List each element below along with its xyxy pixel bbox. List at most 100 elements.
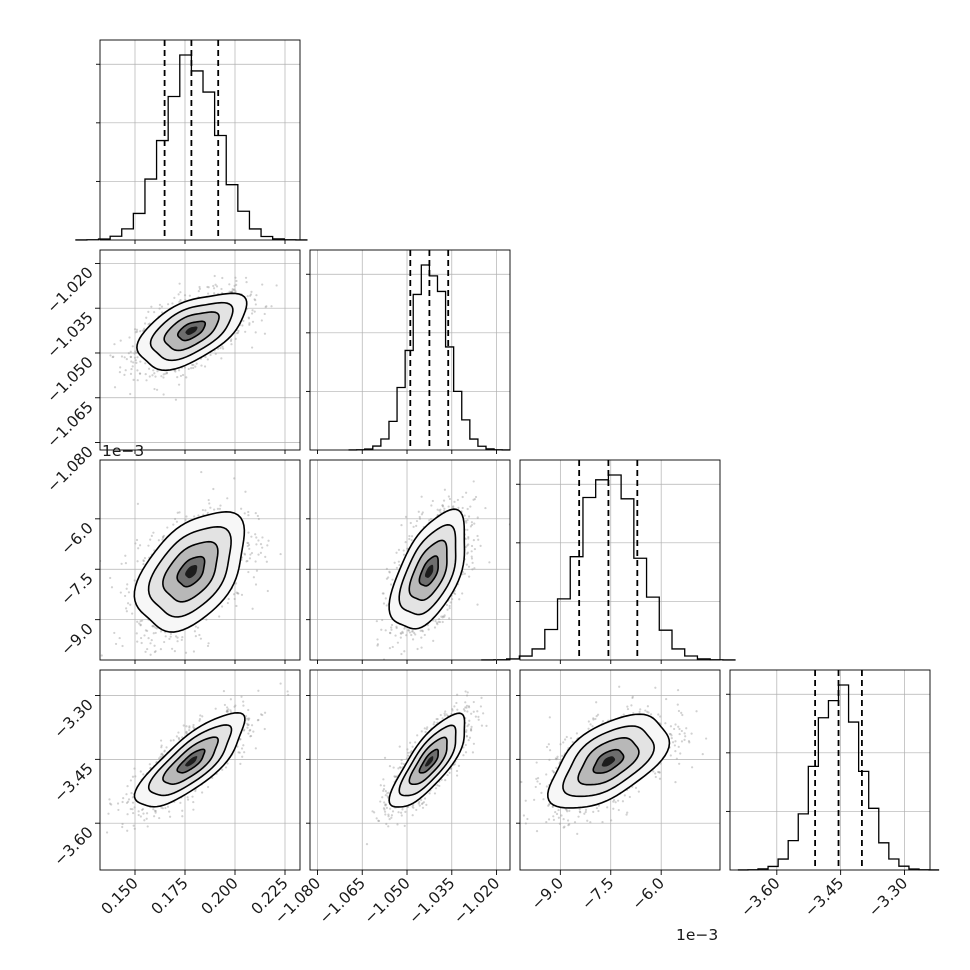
scatter-point: [158, 307, 161, 310]
scatter-point: [465, 521, 468, 524]
scatter-point: [188, 726, 191, 729]
scatter-point: [186, 796, 189, 799]
scatter-point: [219, 346, 222, 350]
scatter-point: [411, 629, 414, 633]
scatter-point: [465, 704, 469, 707]
scatter-point: [164, 806, 167, 810]
scatter-point: [182, 724, 185, 727]
scatter-point: [139, 624, 142, 627]
scatter-point: [441, 615, 445, 618]
scatter-point: [227, 597, 230, 601]
scatter-point: [126, 583, 129, 586]
scatter-point: [437, 620, 440, 623]
scatter-point: [232, 288, 235, 292]
scatter-point: [384, 629, 387, 632]
scatter-point: [249, 293, 253, 296]
scatter-point: [421, 511, 424, 514]
scatter-point: [246, 541, 249, 544]
scatter-point: [540, 791, 543, 794]
scatter-point: [412, 525, 415, 528]
scatter-point: [654, 775, 657, 779]
scatter-point: [175, 735, 178, 738]
scatter-point: [174, 635, 178, 638]
scatter-point: [474, 715, 477, 718]
scatter-point: [554, 811, 557, 814]
density-fill: [424, 756, 434, 767]
scatter-point: [388, 818, 391, 821]
scatter-point: [213, 292, 216, 295]
scatter-point: [121, 644, 124, 648]
scatter-point: [392, 766, 395, 769]
scatter-point: [234, 582, 238, 585]
scatter-point: [535, 761, 538, 764]
scatter-point: [560, 814, 563, 817]
scatter-point: [139, 770, 142, 773]
x-tick-label: −6.0: [629, 874, 668, 913]
scatter-point: [144, 372, 147, 376]
scatter-point: [218, 615, 221, 618]
scatter-point: [124, 562, 128, 565]
scatter-point: [161, 535, 165, 539]
scatter-point: [243, 512, 246, 515]
scatter-point: [377, 819, 381, 823]
scatter-point: [130, 360, 133, 363]
scatter-point: [113, 343, 116, 346]
scatter-point: [545, 785, 548, 788]
scatter-point: [254, 533, 257, 536]
scatter-point: [190, 367, 193, 370]
scatter-point: [402, 549, 405, 552]
scatter-point: [451, 709, 454, 712]
scatter-point: [688, 741, 691, 744]
scatter-frame: [309, 669, 511, 871]
scatter-point: [179, 801, 182, 804]
scatter-point: [388, 647, 392, 650]
scatter-point: [243, 553, 247, 556]
scatter-point: [439, 508, 442, 511]
scatter-point: [664, 722, 667, 725]
scatter-point: [385, 567, 388, 570]
scatter-point: [382, 789, 385, 792]
scatter-point: [470, 555, 473, 558]
scatter-point: [161, 538, 164, 541]
scatter-point: [415, 808, 418, 812]
scatter-point: [121, 800, 124, 804]
scatter-point: [379, 800, 382, 803]
scatter-point: [150, 639, 153, 642]
scatter-point: [127, 798, 131, 801]
scatter-point: [691, 766, 694, 769]
scatter-point: [127, 591, 131, 594]
y-tick-label: −9.0: [57, 620, 96, 659]
scatter-point: [466, 551, 470, 554]
scatter-point: [470, 725, 473, 728]
scatter-point: [157, 539, 160, 542]
scatter-point: [452, 591, 456, 595]
scatter-point: [384, 794, 387, 797]
scatter-point: [133, 767, 136, 770]
contour-line: [176, 320, 207, 342]
x-tick-label: 0.150: [98, 874, 142, 918]
scatter-point: [173, 650, 176, 653]
scatter-point: [402, 553, 406, 556]
contour-line: [418, 748, 439, 774]
scatter-point: [685, 727, 688, 730]
scatter-point: [488, 561, 491, 564]
scatter-point: [385, 604, 388, 607]
scatter-point: [669, 725, 673, 728]
scatter-point: [247, 570, 250, 574]
scatter-point: [468, 575, 471, 578]
scatter-point: [676, 703, 679, 706]
scatter-frame: [99, 459, 301, 661]
scatter-point: [220, 357, 223, 360]
scatter-point: [228, 290, 231, 293]
scatter-point: [225, 710, 228, 713]
scatter-point: [142, 562, 145, 566]
scatter-point: [562, 741, 565, 744]
scatter-point: [410, 750, 413, 753]
scatter-point: [126, 813, 129, 816]
scatter-point: [163, 749, 166, 752]
scatter-point: [465, 706, 468, 709]
scatter-point: [420, 730, 423, 733]
scatter-point: [208, 502, 211, 505]
scatter-point: [159, 647, 163, 651]
scatter-point: [464, 706, 467, 709]
